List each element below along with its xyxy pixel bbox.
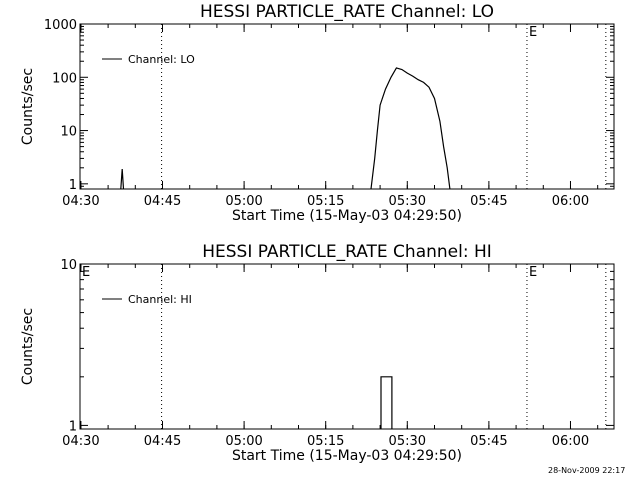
lo-x-tick-label: 04:45 (144, 194, 181, 209)
hi-x-tick-label: 05:30 (389, 434, 426, 449)
lo-y-tick-label: 10 (60, 125, 77, 140)
lo-x-tick-label: 05:00 (225, 194, 262, 209)
lo-series-line (120, 168, 125, 189)
lo-x-tick-label: 06:00 (552, 194, 589, 209)
hi-x-tick-label: 04:45 (144, 434, 181, 449)
hi-x-tick-label: 05:45 (470, 434, 507, 449)
hi-axes-frame (79, 263, 615, 430)
lo-x-axis-label: Start Time (15-May-03 04:29:50) (232, 208, 462, 224)
hi-x-axis-label: Start Time (15-May-03 04:29:50) (232, 448, 462, 464)
lo-x-tick-label: 05:30 (389, 194, 426, 209)
hi-event-marker-label: E (82, 265, 90, 280)
hi-x-tick-label: 06:00 (552, 434, 589, 449)
hi-series-line (380, 376, 393, 429)
lo-legend-label: Channel: LO (128, 53, 195, 66)
hi-legend-label: Channel: HI (128, 293, 192, 306)
lo-x-tick-label: 05:15 (307, 194, 344, 209)
lo-x-tick-label: 05:45 (470, 194, 507, 209)
lo-axes-frame (79, 23, 615, 190)
lo-y-tick-label: 100 (52, 71, 77, 86)
hi-chart-title: HESSI PARTICLE_RATE Channel: HI (202, 242, 492, 262)
hi-event-marker-label: E (529, 265, 537, 280)
lo-y-tick-label: 1000 (44, 18, 77, 33)
hi-y-tick-label: 1 (69, 419, 77, 434)
lo-y-axis-label: Counts/sec (20, 68, 36, 145)
lo-event-marker-label: E (529, 25, 537, 40)
lo-series-line (370, 67, 451, 189)
hi-x-tick-label: 05:15 (307, 434, 344, 449)
render-timestamp: 28-Nov-2009 22:17 (548, 466, 626, 475)
lo-chart-title: HESSI PARTICLE_RATE Channel: LO (200, 2, 494, 22)
lo-x-tick-label: 04:30 (62, 194, 99, 209)
hi-y-tick-label: 10 (60, 258, 77, 273)
hi-x-tick-label: 04:30 (62, 434, 99, 449)
hi-y-axis-label: Counts/sec (20, 308, 36, 385)
lo-y-tick-label: 1 (69, 178, 77, 193)
hi-x-tick-label: 05:00 (225, 434, 262, 449)
